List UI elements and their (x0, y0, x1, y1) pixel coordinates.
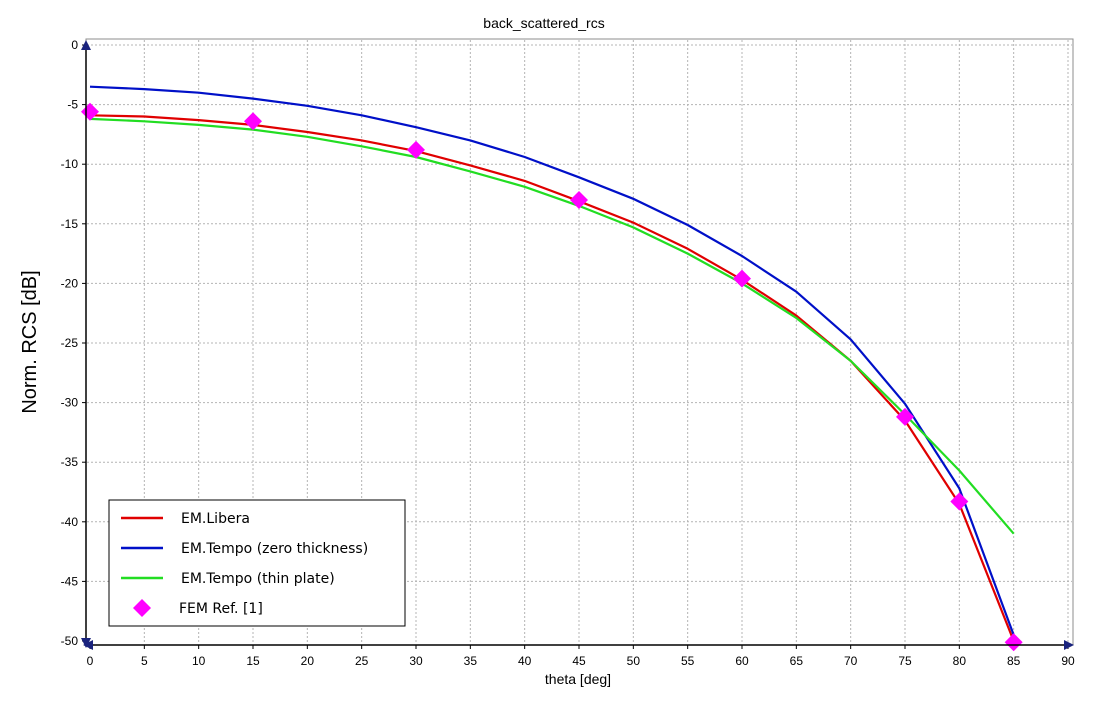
fem-ref-marker (896, 407, 914, 426)
x-tick-label: 0 (87, 654, 94, 668)
y-tick-label: -10 (61, 157, 79, 171)
y-tick-label: -25 (61, 336, 79, 350)
x-tick-label: 70 (844, 654, 858, 668)
x-tick-label: 80 (953, 654, 967, 668)
x-tick-label: 15 (246, 654, 260, 668)
legend: EM.Libera EM.Tempo (zero thickness) EM.Tem… (108, 499, 406, 627)
y-tick-label: -35 (61, 455, 79, 469)
x-tick-label: 20 (301, 654, 315, 668)
x-tick-label: 85 (1007, 654, 1021, 668)
x-tick-label: 30 (409, 654, 423, 668)
series-layer (81, 85, 1023, 652)
x-tick-label: 40 (518, 654, 532, 668)
y-tick-labels: 0 -5 -10 -15 -20 -25 -30 -35 -40 -45 -50 (61, 38, 86, 648)
fem-ref-marker (570, 190, 588, 209)
legend-box (108, 499, 406, 627)
y-axis-top-arrow-icon[interactable] (81, 40, 91, 50)
x-tick-label: 50 (627, 654, 641, 668)
y-axis-bottom-arrow-icon[interactable] (81, 638, 91, 648)
x-axis-label: theta [deg] (545, 671, 611, 687)
y-tick-label: 0 (71, 38, 78, 52)
x-tick-label: 75 (898, 654, 912, 668)
legend-label: EM.Tempo (thin plate) (181, 571, 335, 587)
x-axis-left-arrow-icon[interactable] (83, 640, 93, 650)
fem-ref-marker (950, 492, 969, 511)
x-tick-label: 60 (735, 654, 749, 668)
legend-swatch (133, 599, 151, 617)
x-tick-label: 90 (1061, 654, 1075, 668)
fem-ref-marker (407, 140, 425, 159)
fem-ref-marker (244, 112, 262, 131)
y-tick-label: -50 (61, 634, 79, 648)
x-tick-label: 65 (790, 654, 804, 668)
legend-label: EM.Libera (181, 511, 250, 527)
x-tick-label: 10 (192, 654, 206, 668)
x-tick-label: 5 (141, 654, 148, 668)
x-tick-label: 25 (355, 654, 369, 668)
y-tick-label: -45 (61, 574, 79, 588)
fem-ref-marker (1004, 633, 1023, 652)
x-tick-label: 55 (681, 654, 695, 668)
series-line-em-tempo-zero-thickness (89, 85, 1015, 636)
x-axis-right-arrow-icon[interactable] (1064, 640, 1074, 650)
x-tick-label: 35 (464, 654, 478, 668)
y-tick-label: -40 (61, 515, 79, 529)
y-axis-label: Norm. RCS [dB] (19, 270, 41, 413)
y-tick-label: -20 (61, 276, 79, 290)
y-tick-label: -30 (61, 396, 79, 410)
legend-label: FEM Ref. [1] (179, 601, 263, 617)
x-tick-label: 45 (572, 654, 586, 668)
y-tick-label: -15 (61, 217, 79, 231)
y-tick-label: -5 (67, 98, 78, 112)
x-tick-labels: 0 5 10 15 20 25 30 35 40 45 50 55 60 65 70 75 80 85 90 (87, 645, 1075, 668)
chart-title: back_scattered_rcs (483, 15, 604, 31)
legend-label: EM.Tempo (zero thickness) (181, 541, 368, 557)
fem-ref-marker (733, 269, 751, 288)
series-line-em-tempo-thin-plate (89, 117, 1015, 535)
